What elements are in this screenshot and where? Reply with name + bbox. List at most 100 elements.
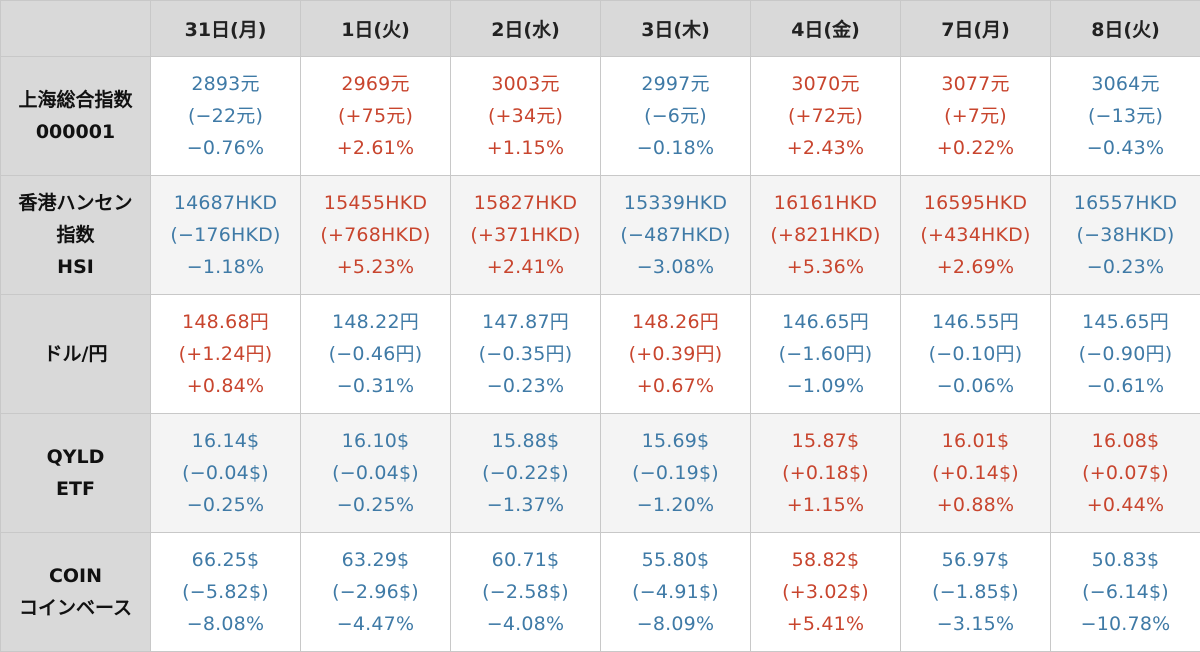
price-change: (−4.91$) [601,576,750,608]
percent-change: +1.15% [751,489,900,521]
price-cell: 3064元(−13元)−0.43% [1051,57,1200,176]
price-value: 146.65円 [751,306,900,338]
price-cell: 15.69$(−0.19$)−1.20% [601,414,751,533]
column-header-date: 4日(金) [751,1,901,57]
column-header-date: 3日(木) [601,1,751,57]
price-change: (−1.85$) [901,576,1050,608]
percent-change: +2.43% [751,132,900,164]
price-change: (−0.35円) [451,338,600,370]
percent-change: −1.37% [451,489,600,521]
price-cell: 2969元(+75元)+2.61% [301,57,451,176]
percent-change: −8.08% [151,608,300,640]
price-value: 147.87円 [451,306,600,338]
percent-change: −0.06% [901,370,1050,402]
price-value: 2997元 [601,68,750,100]
percent-change: +0.22% [901,132,1050,164]
price-value: 15.87$ [751,425,900,457]
row-label-line: 香港ハンセン [1,187,150,219]
percent-change: +5.36% [751,251,900,283]
percent-change: −0.31% [301,370,450,402]
price-change: (−176HKD) [151,219,300,251]
percent-change: +1.15% [451,132,600,164]
price-change: (+821HKD) [751,219,900,251]
price-value: 148.68円 [151,306,300,338]
percent-change: −10.78% [1051,608,1200,640]
price-cell: 15339HKD(−487HKD)−3.08% [601,176,751,295]
percent-change: −1.20% [601,489,750,521]
price-value: 148.26円 [601,306,750,338]
price-value: 15455HKD [301,187,450,219]
percent-change: −3.15% [901,608,1050,640]
header-row: 31日(月)1日(火)2日(水)3日(木)4日(金)7日(月)8日(火) [1,1,1200,57]
percent-change: −1.09% [751,370,900,402]
price-value: 3077元 [901,68,1050,100]
percent-change: −4.47% [301,608,450,640]
price-change: (−38HKD) [1051,219,1200,251]
percent-change: −0.43% [1051,132,1200,164]
price-cell: 3003元(+34元)+1.15% [451,57,601,176]
price-change: (+7元) [901,100,1050,132]
price-value: 15.69$ [601,425,750,457]
price-value: 16161HKD [751,187,900,219]
price-change: (−2.58$) [451,576,600,608]
price-value: 63.29$ [301,544,450,576]
price-cell: 16.10$(−0.04$)−0.25% [301,414,451,533]
price-cell: 2893元(−22元)−0.76% [151,57,301,176]
price-change: (+75元) [301,100,450,132]
percent-change: +5.23% [301,251,450,283]
column-header-date: 1日(火) [301,1,451,57]
price-cell: 55.80$(−4.91$)−8.09% [601,533,751,652]
price-value: 2969元 [301,68,450,100]
price-cell: 16161HKD(+821HKD)+5.36% [751,176,901,295]
price-value: 14687HKD [151,187,300,219]
price-value: 148.22円 [301,306,450,338]
row-label-line: 上海総合指数 [1,84,150,116]
price-cell: 60.71$(−2.58$)−4.08% [451,533,601,652]
percent-change: −3.08% [601,251,750,283]
column-header-date: 31日(月) [151,1,301,57]
percent-change: +5.41% [751,608,900,640]
price-cell: 148.22円(−0.46円)−0.31% [301,295,451,414]
price-change: (−1.60円) [751,338,900,370]
price-value: 16.08$ [1051,425,1200,457]
price-change: (−6元) [601,100,750,132]
price-cell: 16.14$(−0.04$)−0.25% [151,414,301,533]
price-value: 16.10$ [301,425,450,457]
percent-change: −0.25% [151,489,300,521]
percent-change: −0.23% [451,370,600,402]
percent-change: −0.25% [301,489,450,521]
price-cell: 16.01$(+0.14$)+0.88% [901,414,1051,533]
row-label-line: QYLD [1,441,150,473]
price-cell: 3077元(+7元)+0.22% [901,57,1051,176]
price-value: 15339HKD [601,187,750,219]
price-value: 16.14$ [151,425,300,457]
price-change: (−6.14$) [1051,576,1200,608]
row-label-line: ETF [1,473,150,505]
percent-change: +0.88% [901,489,1050,521]
price-cell: 145.65円(−0.90円)−0.61% [1051,295,1200,414]
row-label-line: コインベース [1,592,150,624]
price-cell: 66.25$(−5.82$)−8.08% [151,533,301,652]
percent-change: +0.44% [1051,489,1200,521]
price-change: (+0.39円) [601,338,750,370]
price-cell: 148.26円(+0.39円)+0.67% [601,295,751,414]
price-value: 58.82$ [751,544,900,576]
price-cell: 58.82$(+3.02$)+5.41% [751,533,901,652]
price-cell: 50.83$(−6.14$)−10.78% [1051,533,1200,652]
price-cell: 15455HKD(+768HKD)+5.23% [301,176,451,295]
price-value: 60.71$ [451,544,600,576]
row-label-line: COIN [1,560,150,592]
price-change: (−2.96$) [301,576,450,608]
column-header-date: 7日(月) [901,1,1051,57]
price-change: (−0.90円) [1051,338,1200,370]
percent-change: −8.09% [601,608,750,640]
price-cell: 3070元(+72元)+2.43% [751,57,901,176]
percent-change: −1.18% [151,251,300,283]
